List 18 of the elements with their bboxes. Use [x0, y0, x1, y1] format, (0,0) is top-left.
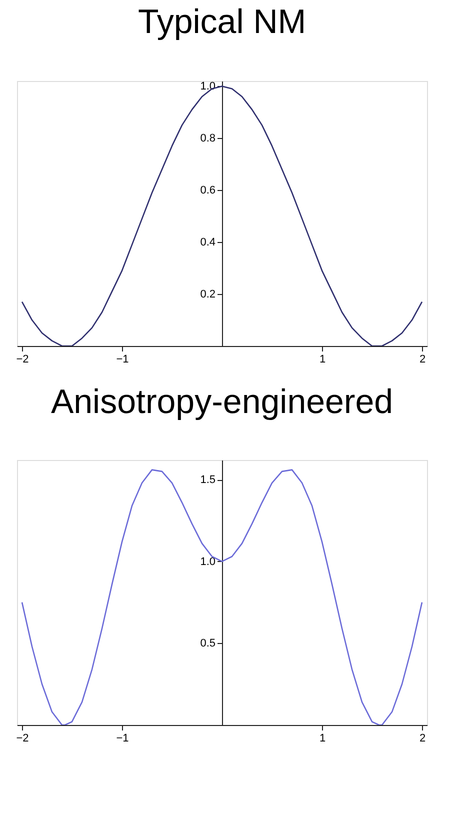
y-tick-label: 0.4 [200, 236, 216, 249]
x-tick-label: 2 [419, 732, 426, 744]
x-tick-label: −1 [116, 732, 129, 744]
line-series [21, 469, 423, 725]
x-tick-label: 1 [319, 732, 326, 744]
chart-title: Anisotropy-engineered [50, 383, 394, 421]
chart-title: Typical NM [138, 3, 306, 42]
y-tick-label: 0.6 [200, 184, 216, 197]
y-tick-label: 0.5 [200, 638, 216, 650]
x-tick-label: 2 [419, 354, 426, 366]
y-tick-label: 1.5 [200, 474, 216, 486]
y-tick-label: 0.8 [200, 132, 216, 145]
x-tick-label: 1 [319, 354, 326, 366]
y-tick-label: 1.0 [200, 556, 216, 568]
x-tick-label: −2 [16, 732, 29, 744]
x-tick-label: −2 [16, 354, 29, 366]
x-tick-label: −1 [116, 354, 129, 366]
y-tick-label: 0.2 [200, 288, 216, 301]
